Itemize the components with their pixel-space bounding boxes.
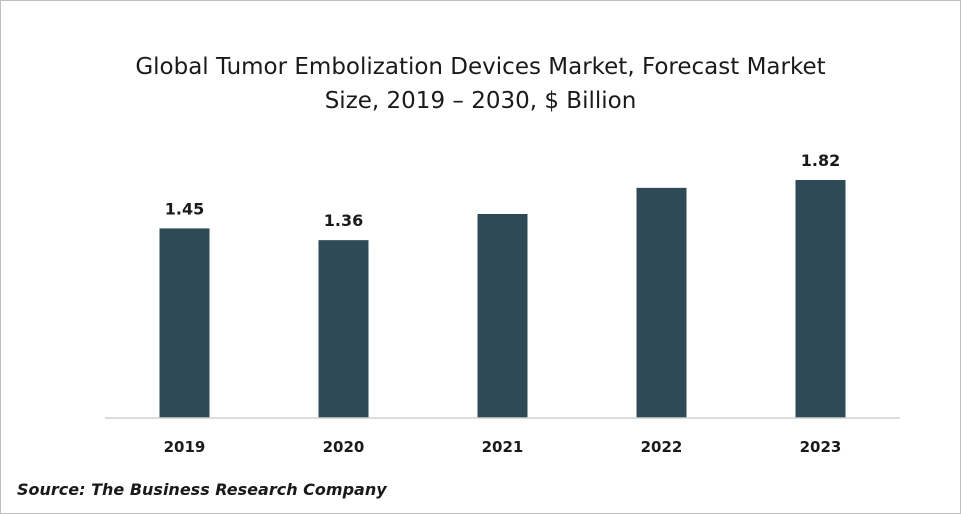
data-label-2020: 1.36 [324, 211, 363, 230]
bar-2021 [477, 214, 528, 418]
bar-2023 [795, 180, 846, 418]
bar-2019 [159, 228, 210, 418]
x-tick-label-2023: 2023 [800, 438, 842, 456]
chart-title-line-1: Global Tumor Embolization Devices Market… [135, 54, 826, 80]
x-tick-label-2022: 2022 [641, 438, 683, 456]
data-label-2023: 1.82 [801, 151, 840, 170]
chart-title-line-2: Size, 2019 – 2030, $ Billion [324, 88, 637, 114]
x-tick-label-2020: 2020 [323, 438, 365, 456]
source-note: Source: The Business Research Company [17, 480, 387, 499]
bar-2020 [318, 240, 369, 418]
chart-title: Global Tumor Embolization Devices Market… [0, 50, 961, 118]
bar-2022 [636, 187, 687, 418]
x-tick-label-2019: 2019 [164, 438, 206, 456]
x-tick-label-2021: 2021 [482, 438, 524, 456]
data-label-2019: 1.45 [165, 199, 204, 218]
